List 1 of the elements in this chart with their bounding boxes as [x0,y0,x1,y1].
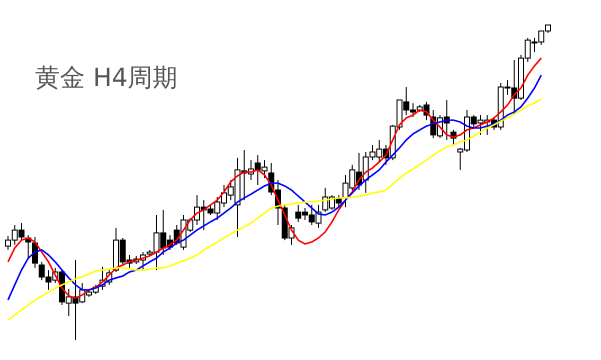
text: 黄金 H4周期 [35,63,178,92]
